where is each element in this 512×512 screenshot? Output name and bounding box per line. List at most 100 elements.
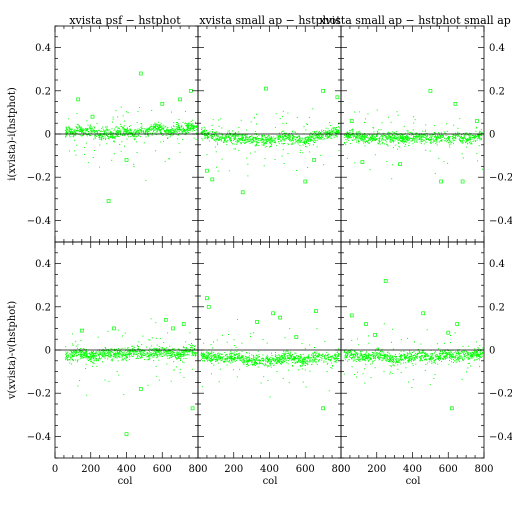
scatter-point [70,353,72,355]
scatter-point [86,128,88,129]
scatter-point [131,355,132,357]
scatter-point [326,131,328,133]
scatter-point [478,137,480,139]
scatter-point [219,359,221,361]
scatter-point [92,129,94,131]
scatter-point [107,352,109,354]
scatter-point [459,139,461,141]
scatter-point [298,138,300,139]
scatter-point [109,136,111,138]
scatter-point [193,129,194,131]
scatter-point [403,140,405,141]
scatter-point [356,132,358,134]
scatter-point [176,126,178,128]
scatter-point [415,137,417,139]
scatter-point [237,131,239,133]
scatter-point [99,358,101,360]
scatter-point [74,139,76,141]
scatter-point [214,359,216,361]
scatter-point [276,358,278,360]
outlier-point [460,179,465,184]
scatter-point [176,122,178,123]
scatter-point [179,151,181,153]
scatter-point [240,135,242,137]
scatter-point [148,353,150,355]
scatter-point [262,357,264,359]
scatter-point [315,136,317,138]
scatter-point [319,354,321,356]
scatter-point [294,358,296,360]
scatter-point [430,136,432,138]
scatter-point [132,351,134,353]
scatter-point [321,131,323,133]
scatter-point [112,118,114,120]
scatter-point [178,129,180,130]
scatter-point [281,354,282,356]
scatter-point [116,135,118,137]
scatter-point [137,135,139,137]
scatter-point [394,132,396,134]
scatter-point [147,129,148,131]
scatter-point [165,134,167,136]
scatter-point [270,136,272,138]
scatter-point [142,354,144,356]
scatter-point [330,356,332,358]
scatter-point [239,352,241,354]
scatter-point [279,135,281,137]
scatter-point [308,357,310,359]
scatter-point [267,362,269,363]
scatter-point [385,136,387,138]
scatter-point [203,126,205,128]
scatter-point [135,350,136,352]
scatter-point [478,135,480,137]
scatter-point [79,129,81,131]
scatter-point [349,143,351,144]
scatter-point [215,132,217,134]
scatter-point [74,134,76,136]
scatter-point [191,126,193,128]
scatter-point [247,138,249,140]
scatter-point [172,355,174,357]
scatter-point [204,135,206,137]
scatter-point [256,362,257,364]
scatter-point [434,132,436,134]
scatter-point [277,357,279,359]
scatter-point [305,137,307,139]
scatter-point [253,362,255,364]
scatter-point [98,129,100,131]
scatter-point [89,358,91,360]
scatter-point [134,132,136,134]
scatter-point [292,140,294,142]
scatter-point [385,139,387,141]
scatter-point [141,130,143,132]
scatter-point [371,135,373,137]
scatter-point [240,138,242,140]
scatter-point [271,139,273,141]
scatter-point [116,131,118,132]
scatter-point [93,129,95,131]
scatter-point [169,350,170,351]
scatter-point [176,129,178,131]
scatter-point [357,131,359,133]
scatter-point [405,135,407,137]
scatter-point [72,352,74,354]
scatter-point [327,131,329,133]
scatter-point [436,134,438,136]
scatter-point [311,354,313,356]
scatter-point [280,363,281,364]
scatter-point [350,135,351,137]
scatter-point [173,125,174,127]
scatter-point [469,141,471,143]
scatter-point [283,353,285,355]
scatter-point [297,137,299,138]
scatter-point [322,138,324,140]
scatter-point [307,136,309,138]
scatter-point [382,134,384,136]
outlier-point [303,179,308,184]
scatter-point [339,127,341,129]
scatter-point [128,353,129,355]
scatter-point [285,359,287,361]
scatter-point [304,364,306,366]
scatter-point [360,139,362,141]
scatter-point [102,130,104,132]
